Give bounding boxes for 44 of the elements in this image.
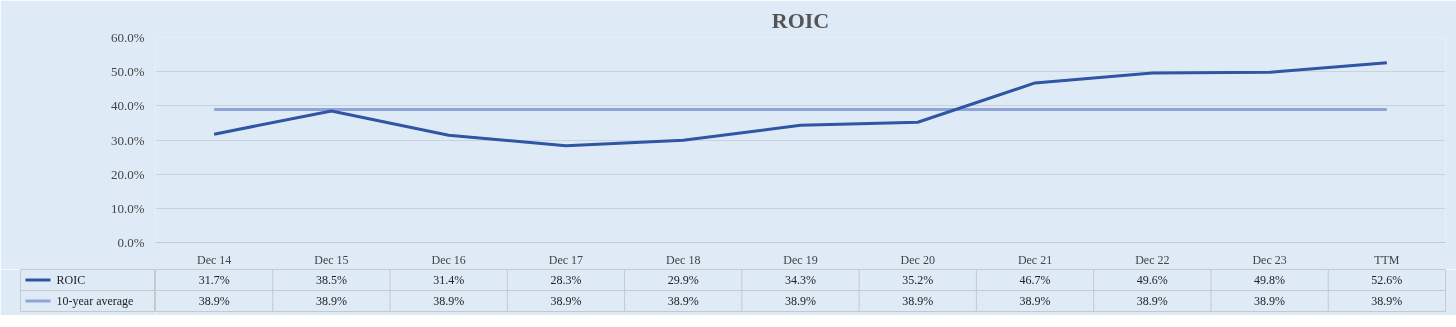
y-tick-label: 60.0% [110, 30, 145, 45]
data-label: 28.3% [550, 273, 582, 287]
data-label: 35.2% [902, 273, 934, 287]
x-tick-label: Dec 15 [314, 252, 349, 267]
x-tick-label: Dec 14 [196, 252, 232, 267]
data-label: 46.7% [1019, 273, 1051, 287]
data-label: 38.9% [198, 294, 230, 308]
data-label: 38.9% [902, 294, 934, 308]
x-tick-label: Dec 18 [666, 252, 701, 267]
data-label: 38.9% [785, 294, 816, 308]
data-label: 34.3% [785, 273, 816, 287]
data-label: 38.9% [550, 294, 582, 308]
x-tick-label: Dec 23 [1252, 252, 1287, 267]
data-label: 52.6% [1371, 273, 1403, 287]
y-tick-label: 10.0% [110, 200, 145, 216]
y-tick-label: 40.0% [110, 98, 145, 114]
data-label: 38.9% [667, 294, 699, 308]
data-label: 49.6% [1136, 273, 1168, 287]
data-label: 38.9% [1019, 294, 1051, 308]
legend-label: ROIC [56, 273, 86, 287]
data-label: 31.7% [198, 273, 230, 287]
data-label: 38.9% [433, 294, 465, 308]
data-label: 38.9% [1371, 294, 1403, 308]
data-label: 38.5% [315, 273, 347, 287]
x-tick-label: Dec 19 [783, 252, 818, 267]
x-tick-label: Dec 20 [900, 252, 935, 267]
data-label: 38.9% [1136, 294, 1168, 308]
y-tick-label: 30.0% [110, 132, 145, 148]
data-label: 38.9% [315, 294, 347, 308]
y-tick-label: 20.0% [110, 166, 145, 182]
y-tick-label: 50.0% [110, 64, 145, 80]
data-label: 38.9% [1254, 294, 1286, 308]
data-label: 29.9% [667, 273, 699, 287]
x-tick-label: TTM [1374, 252, 1400, 267]
x-tick-label: Dec 21 [1017, 252, 1053, 267]
line-series [212, 61, 1389, 148]
x-tick-label: Dec 17 [548, 252, 584, 267]
legend-label: 10-year average [56, 294, 134, 308]
x-tick-label: Dec 16 [431, 252, 466, 267]
data-label: 49.8% [1254, 273, 1286, 287]
chart-title: ROIC [771, 7, 830, 33]
data-label: 31.4% [433, 273, 465, 287]
x-tick-label: Dec 22 [1135, 252, 1170, 267]
y-tick-label: 0.0% [117, 235, 145, 250]
